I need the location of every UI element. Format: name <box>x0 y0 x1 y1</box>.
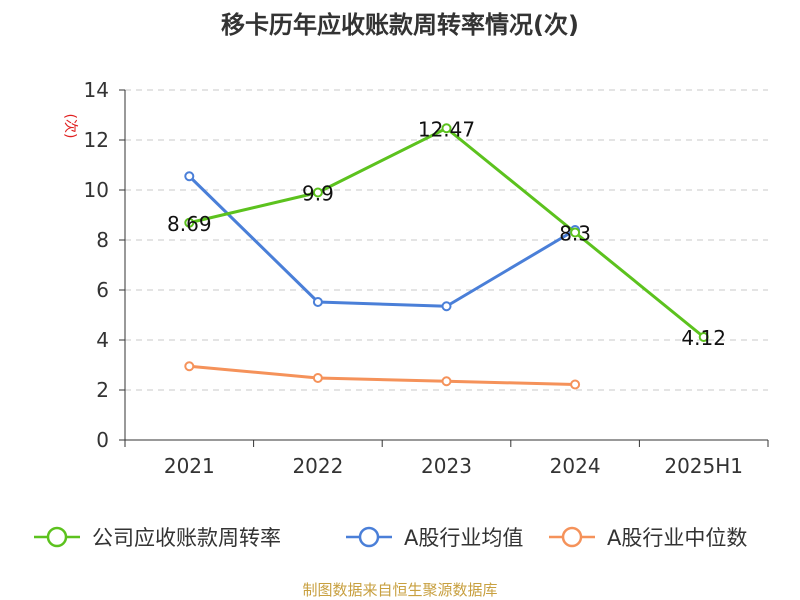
data-label: 8.69 <box>167 212 212 236</box>
chart-title: 移卡历年应收账款周转率情况(次) <box>221 11 579 39</box>
legend-label: A股行业中位数 <box>607 526 747 550</box>
y-tick-label: 2 <box>96 378 109 402</box>
series-line-1 <box>188 175 576 308</box>
axes <box>119 89 769 447</box>
data-point <box>312 297 323 307</box>
legend-label: A股行业均值 <box>404 526 523 550</box>
data-labels: 8.69 9.9 12.47 8.3 4.12 <box>167 117 726 350</box>
legend-label: 公司应收账款周转率 <box>92 526 281 550</box>
data-label: 12.47 <box>418 117 475 141</box>
y-tick-label: 12 <box>84 128 109 152</box>
y-tick-label: 8 <box>96 228 109 252</box>
data-point <box>312 187 323 198</box>
data-point <box>184 171 195 182</box>
data-label: 8.3 <box>559 222 591 246</box>
x-tick-label: 2025H1 <box>664 454 743 478</box>
data-point <box>441 123 452 134</box>
data-point <box>312 373 323 383</box>
data-point <box>441 376 452 387</box>
data-label: 9.9 <box>302 182 334 206</box>
series-line-2 <box>189 364 576 386</box>
data-point <box>570 227 581 238</box>
y-tick-label: 4 <box>96 328 109 352</box>
series-layer <box>184 123 709 390</box>
y-tick-label: 0 <box>96 428 109 452</box>
legend-item-0[interactable]: 公司应收账款周转率 <box>34 526 281 550</box>
y-tick-label: 10 <box>84 178 109 202</box>
data-point <box>698 332 709 342</box>
legend-marker <box>561 526 583 548</box>
legend-item-2[interactable]: A股行业中位数 <box>549 526 747 550</box>
tick-labels: 0 2 4 6 8 10 12 14 2021 2022 2023 2024 2025H1 <box>84 78 743 478</box>
y-tick-label: 14 <box>84 78 109 102</box>
data-point <box>184 361 195 372</box>
x-tick-label: 2023 <box>421 454 472 478</box>
legend-marker <box>46 526 68 548</box>
data-point <box>184 217 195 228</box>
data-point <box>441 301 452 312</box>
data-point <box>570 379 581 390</box>
legend-item-1[interactable]: A股行业均值 <box>346 526 523 550</box>
x-tick-label: 2024 <box>550 454 601 478</box>
legend-marker <box>358 526 380 548</box>
legend: 公司应收账款周转率 A股行业均值 A股行业中位数 <box>34 526 747 550</box>
data-label: 4.12 <box>681 326 726 350</box>
y-tick-label: 6 <box>96 278 109 302</box>
grid-lines <box>125 89 768 391</box>
source-note: 制图数据来自恒生聚源数据库 <box>302 581 497 599</box>
x-tick-label: 2022 <box>292 454 343 478</box>
y-axis-label: (次) <box>62 114 78 139</box>
x-tick-label: 2021 <box>164 454 215 478</box>
